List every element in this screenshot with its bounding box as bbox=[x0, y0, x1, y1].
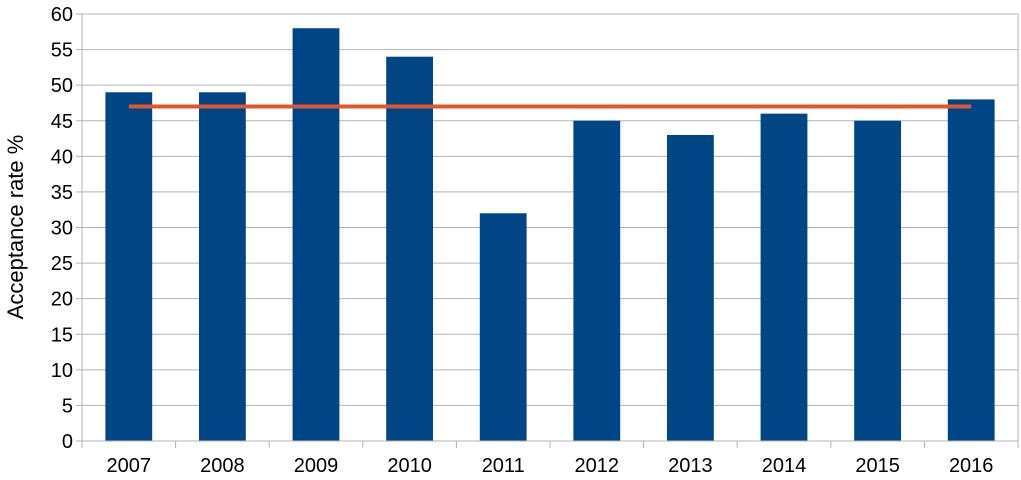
x-tick-label: 2009 bbox=[294, 455, 339, 477]
bar-2014 bbox=[760, 113, 808, 441]
y-tick-label: 45 bbox=[51, 111, 73, 133]
x-tick-label: 2007 bbox=[107, 455, 152, 477]
y-tick-label: 0 bbox=[62, 431, 73, 453]
y-tick-label: 25 bbox=[51, 253, 73, 275]
y-tick-label: 20 bbox=[51, 289, 73, 311]
y-tick-label: 60 bbox=[51, 4, 73, 26]
bar-2011 bbox=[479, 213, 527, 441]
x-tick-label: 2012 bbox=[575, 455, 620, 477]
y-tick-label: 10 bbox=[51, 360, 73, 382]
x-tick-label: 2010 bbox=[387, 455, 432, 477]
x-tick-label: 2014 bbox=[762, 455, 807, 477]
x-tick-label: 2011 bbox=[482, 455, 525, 477]
y-tick-label: 35 bbox=[51, 182, 73, 204]
bar-2015 bbox=[854, 120, 901, 441]
bar-2016 bbox=[947, 99, 995, 442]
axes bbox=[76, 13, 1019, 448]
x-tick-label: 2008 bbox=[200, 455, 245, 477]
y-axis-title: Acceptance rate % bbox=[3, 135, 28, 320]
x-tick-label: 2015 bbox=[855, 455, 900, 477]
x-tick-label: 2016 bbox=[949, 455, 994, 477]
y-tick-label: 50 bbox=[51, 75, 73, 97]
y-tick-label: 15 bbox=[51, 324, 73, 346]
bar-2008 bbox=[199, 92, 246, 442]
bar-2007 bbox=[105, 92, 153, 442]
x-tick-labels: 2007 2008 2009 2010 2011 2012 2013 2014 2015 2016 bbox=[107, 455, 994, 477]
bar-2009 bbox=[292, 28, 340, 441]
bars bbox=[105, 28, 995, 442]
bar-2013 bbox=[667, 134, 714, 441]
x-tick-label: 2013 bbox=[668, 455, 713, 477]
y-tick-label: 55 bbox=[51, 40, 73, 62]
y-tick-label: 5 bbox=[62, 395, 73, 417]
bar-2012 bbox=[573, 120, 621, 441]
y-tick-labels: 0 5 10 15 20 25 30 35 40 45 50 55 60 bbox=[51, 4, 73, 453]
y-tick-label: 40 bbox=[51, 146, 73, 168]
bar-2010 bbox=[386, 56, 433, 441]
y-tick-label: 30 bbox=[51, 218, 73, 240]
